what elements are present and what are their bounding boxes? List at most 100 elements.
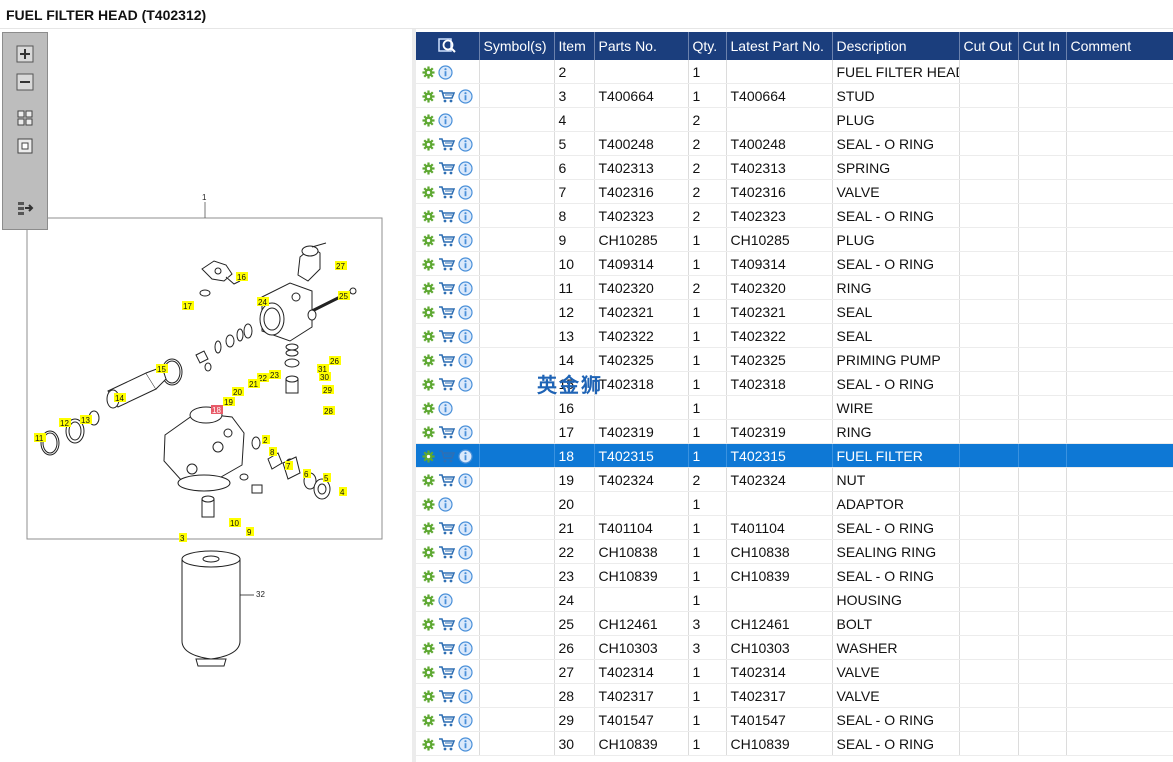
cart-icon[interactable] [438, 545, 455, 559]
cart-icon[interactable] [438, 233, 455, 247]
callout-16[interactable]: 16 [236, 272, 248, 282]
info-icon[interactable] [458, 137, 473, 152]
gear-icon[interactable] [422, 186, 435, 199]
info-icon[interactable] [438, 401, 453, 416]
callout-17[interactable]: 17 [182, 301, 194, 311]
gear-icon[interactable] [422, 90, 435, 103]
info-icon[interactable] [458, 185, 473, 200]
cart-icon[interactable] [438, 641, 455, 655]
gear-icon[interactable] [422, 618, 435, 631]
gear-icon[interactable] [422, 498, 435, 511]
table-row[interactable]: 29 T401547 1 T401547 SEAL - O RING [416, 707, 1173, 732]
zoom-out-icon[interactable] [16, 73, 34, 91]
table-row[interactable]: 3 T400664 1 T400664 STUD [416, 83, 1173, 108]
table-row[interactable]: 12 T402321 1 T402321 SEAL [416, 299, 1173, 324]
table-row[interactable]: 26 CH10303 3 CH10303 WASHER [416, 635, 1173, 660]
cart-icon[interactable] [438, 425, 455, 439]
info-icon[interactable] [458, 377, 473, 392]
table-row[interactable]: 8 T402323 2 T402323 SEAL - O RING [416, 203, 1173, 228]
gear-icon[interactable] [422, 570, 435, 583]
gear-icon[interactable] [422, 66, 435, 79]
gear-icon[interactable] [422, 114, 435, 127]
gear-icon[interactable] [422, 738, 435, 751]
callout-2[interactable]: 2 [262, 435, 270, 445]
column-header-qty[interactable]: Qty. [688, 32, 727, 60]
callout-5[interactable]: 5 [323, 473, 331, 483]
cart-icon[interactable] [438, 353, 455, 367]
cart-icon[interactable] [438, 257, 455, 271]
gear-icon[interactable] [422, 354, 435, 367]
gear-icon[interactable] [422, 402, 435, 415]
callout-3[interactable]: 3 [179, 533, 187, 543]
callout-7[interactable]: 7 [285, 461, 293, 471]
callout-19[interactable]: 19 [223, 397, 235, 407]
table-row[interactable]: 23 CH10839 1 CH10839 SEAL - O RING [416, 563, 1173, 588]
info-icon[interactable] [458, 737, 473, 752]
gear-icon[interactable] [422, 690, 435, 703]
callout-14[interactable]: 14 [114, 393, 126, 403]
callout-31[interactable]: 31 [317, 364, 329, 374]
gear-icon[interactable] [422, 474, 435, 487]
callout-27[interactable]: 27 [335, 261, 347, 271]
callout-11[interactable]: 11 [34, 433, 46, 443]
callout-15[interactable]: 15 [156, 364, 168, 374]
column-header-cut-out[interactable]: Cut Out [959, 32, 1019, 60]
export-icon[interactable] [16, 199, 34, 217]
info-icon[interactable] [458, 257, 473, 272]
info-icon[interactable] [458, 161, 473, 176]
table-row[interactable]: 9 CH10285 1 CH10285 PLUG [416, 227, 1173, 252]
gear-icon[interactable] [422, 306, 435, 319]
diagram-pane[interactable]: 1 [0, 29, 412, 762]
gear-icon[interactable] [422, 258, 435, 271]
cart-icon[interactable] [438, 137, 455, 151]
info-icon[interactable] [458, 545, 473, 560]
callout-28[interactable]: 28 [323, 406, 335, 416]
gear-icon[interactable] [422, 594, 435, 607]
table-row[interactable]: 2 1 FUEL FILTER HEAD [416, 60, 1173, 84]
column-header-description[interactable]: Description [832, 32, 960, 60]
cart-icon[interactable] [438, 185, 455, 199]
gear-icon[interactable] [422, 450, 435, 463]
info-icon[interactable] [458, 329, 473, 344]
info-icon[interactable] [458, 617, 473, 632]
gear-icon[interactable] [422, 138, 435, 151]
info-icon[interactable] [458, 209, 473, 224]
info-icon[interactable] [458, 353, 473, 368]
callout-13[interactable]: 13 [80, 415, 92, 425]
table-row[interactable]: 18 T402315 1 T402315 FUEL FILTER [416, 443, 1173, 468]
callout-10[interactable]: 10 [229, 518, 241, 528]
cart-icon[interactable] [438, 89, 455, 103]
cart-icon[interactable] [438, 449, 455, 463]
info-icon[interactable] [458, 473, 473, 488]
table-row[interactable]: 27 T402314 1 T402314 VALVE [416, 659, 1173, 684]
zoom-in-icon[interactable] [16, 45, 34, 63]
column-header-search[interactable] [416, 32, 480, 60]
table-row[interactable]: 28 T402317 1 T402317 VALVE [416, 683, 1173, 708]
callout-8[interactable]: 8 [269, 447, 277, 457]
actual-size-icon[interactable] [16, 137, 34, 155]
table-row[interactable]: 15 T402318 1 T402318 SEAL - O RING [416, 371, 1173, 396]
gear-icon[interactable] [422, 162, 435, 175]
table-row[interactable]: 22 CH10838 1 CH10838 SEALING RING [416, 539, 1173, 564]
cart-icon[interactable] [438, 617, 455, 631]
callout-12[interactable]: 12 [59, 418, 71, 428]
table-row[interactable]: 5 T400248 2 T400248 SEAL - O RING [416, 131, 1173, 156]
cart-icon[interactable] [438, 713, 455, 727]
cart-icon[interactable] [438, 377, 455, 391]
info-icon[interactable] [458, 713, 473, 728]
table-row[interactable]: 24 1 HOUSING [416, 587, 1173, 612]
column-header-symbols[interactable]: Symbol(s) [479, 32, 555, 60]
table-row[interactable]: 16 1 WIRE [416, 395, 1173, 420]
table-row[interactable]: 6 T402313 2 T402313 SPRING [416, 155, 1173, 180]
callout-30[interactable]: 30 [319, 372, 331, 382]
table-row[interactable]: 19 T402324 2 T402324 NUT [416, 467, 1173, 492]
table-row[interactable]: 14 T402325 1 T402325 PRIMING PUMP [416, 347, 1173, 372]
callout-4[interactable]: 4 [339, 487, 347, 497]
column-header-parts-no[interactable]: Parts No. [594, 32, 689, 60]
cart-icon[interactable] [438, 689, 455, 703]
cart-icon[interactable] [438, 737, 455, 751]
table-row[interactable]: 30 CH10839 1 CH10839 SEAL - O RING [416, 731, 1173, 756]
gear-icon[interactable] [422, 282, 435, 295]
info-icon[interactable] [458, 521, 473, 536]
